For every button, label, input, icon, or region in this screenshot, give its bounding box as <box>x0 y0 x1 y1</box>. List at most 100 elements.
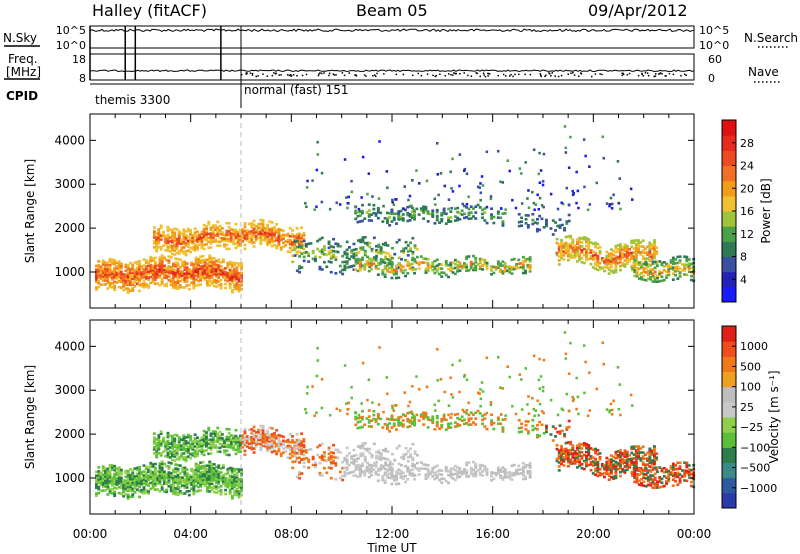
power-cell <box>614 260 618 264</box>
power-cell <box>209 228 213 231</box>
power-cell <box>177 230 181 233</box>
velocity-cell <box>406 466 410 469</box>
velocity-cell <box>386 476 389 479</box>
nave-dot <box>271 74 274 77</box>
power-cell <box>569 242 573 246</box>
velocity-cell <box>101 483 105 486</box>
power-cell <box>175 251 179 255</box>
power-cell <box>124 265 128 269</box>
velocity-cell <box>386 450 390 453</box>
nave-dot <box>450 74 452 76</box>
velocity-cell <box>216 450 220 453</box>
power-cell <box>193 231 197 234</box>
velocity-cell <box>569 448 573 452</box>
power-cell <box>683 273 687 276</box>
velocity-cell <box>230 483 234 486</box>
power-cell <box>653 252 656 256</box>
nave-dot <box>245 73 248 75</box>
power-cell <box>368 245 372 249</box>
velocity-cell <box>381 476 385 480</box>
power-cell <box>245 237 249 240</box>
power-cell <box>406 205 410 209</box>
velocity-cell <box>370 419 373 422</box>
velocity-cell <box>133 485 137 488</box>
power-cell <box>410 262 414 266</box>
power-cell <box>490 217 493 220</box>
power-cell <box>279 246 283 250</box>
power-cell <box>250 235 254 239</box>
velocity-cell <box>393 458 397 462</box>
power-cell <box>435 210 439 214</box>
velocity-cell <box>201 478 205 482</box>
velocity-cell <box>576 458 579 461</box>
power-cell <box>158 284 162 287</box>
velocity-cell <box>359 454 363 458</box>
power-cell <box>208 268 212 271</box>
velocity-cell <box>113 468 117 472</box>
power-cell <box>234 230 238 234</box>
velocity-cell <box>153 462 157 466</box>
velocity-cell <box>147 470 150 474</box>
power-cell <box>562 258 566 261</box>
power-cell <box>207 246 211 250</box>
velocity-cell <box>101 465 105 469</box>
velocity-cell <box>131 489 135 492</box>
power-cell <box>395 270 398 274</box>
velocity-cell <box>381 426 385 429</box>
power-cell <box>291 260 295 264</box>
power-cell <box>508 265 512 268</box>
velocity-cell <box>363 455 367 459</box>
power-cell <box>113 272 117 276</box>
velocity-cell <box>417 473 421 476</box>
velocity-cell <box>413 416 416 419</box>
nave-dot <box>402 73 405 76</box>
velocity-cell <box>426 464 430 467</box>
velocity-cell <box>619 465 622 468</box>
velocity-cell <box>358 474 362 478</box>
power-cell <box>524 218 528 221</box>
power-cell <box>671 258 675 262</box>
power-cell <box>343 250 347 254</box>
power-cell <box>171 244 174 248</box>
power-cell <box>119 270 123 274</box>
power-cell <box>220 231 224 234</box>
power-cell <box>163 256 166 260</box>
power-cell <box>194 268 198 271</box>
velocity-cell <box>200 452 204 455</box>
power-cell <box>95 274 98 278</box>
power-cell <box>166 229 170 233</box>
velocity-cell <box>221 482 225 485</box>
power-cell <box>490 265 493 268</box>
power-cell <box>467 255 471 258</box>
velocity-cell <box>345 460 349 463</box>
velocity-cell <box>419 467 423 470</box>
power-cell <box>365 261 369 265</box>
velocity-cell <box>172 482 175 485</box>
velocity-cell <box>182 438 186 441</box>
velocity-cell <box>600 463 604 466</box>
velocity-cell <box>156 470 160 473</box>
velocity-cell <box>490 423 493 426</box>
y-tick-label: 1000 <box>54 265 85 279</box>
power-cell <box>433 259 437 263</box>
power-cell <box>236 234 240 238</box>
power-cell <box>235 281 239 285</box>
nave-dot <box>497 74 499 77</box>
nave-dot <box>644 72 647 74</box>
power-cell <box>443 207 446 211</box>
power-heatmap-cells <box>95 125 696 294</box>
velocity-cell <box>560 458 563 462</box>
power-cell <box>223 239 226 242</box>
velocity-cell <box>524 477 527 481</box>
power-cell <box>295 269 299 273</box>
power-cell <box>172 272 175 276</box>
power-cell <box>383 217 387 220</box>
power-cell <box>338 245 342 248</box>
power-cell <box>140 284 144 288</box>
velocity-cell <box>216 434 220 438</box>
velocity-cell <box>214 434 217 437</box>
velocity-cell <box>625 466 629 470</box>
power-cell <box>138 267 141 271</box>
power-cell <box>176 263 180 267</box>
power-cell <box>129 279 132 283</box>
